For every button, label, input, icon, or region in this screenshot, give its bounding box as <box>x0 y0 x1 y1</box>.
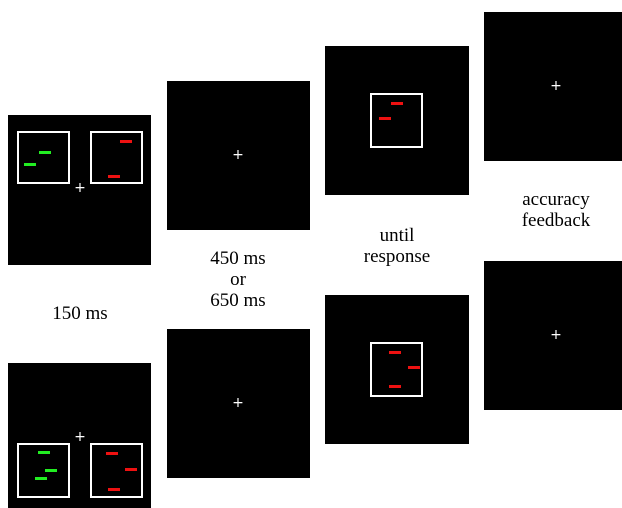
retention-panel-bottom: + <box>167 329 310 478</box>
probe-panel-top <box>325 46 469 195</box>
red-bar <box>108 175 120 178</box>
memory-array-panel-top: + <box>8 115 151 265</box>
fixation-cross: + <box>232 395 244 411</box>
probe-panel-bottom <box>325 295 469 444</box>
feedback-panel-bottom: + <box>484 261 622 410</box>
feedback-label: accuracy feedback <box>521 189 591 231</box>
memory-array-panel-bottom: + <box>8 363 151 508</box>
red-bar <box>408 366 420 369</box>
probe-item-frame <box>370 93 423 148</box>
red-bar <box>125 468 137 471</box>
stimulus-duration-label: 150 ms <box>52 303 108 324</box>
probe-item-frame <box>370 342 423 397</box>
red-bar <box>389 351 401 354</box>
green-bar <box>39 151 51 154</box>
red-bar <box>391 102 403 105</box>
fixation-cross: + <box>74 429 86 445</box>
fixation-cross: + <box>74 180 86 196</box>
delay-duration-label: 450 ms or 650 ms <box>210 248 266 311</box>
fixation-cross: + <box>550 78 562 94</box>
feedback-panel-top: + <box>484 12 622 161</box>
red-bar <box>108 488 120 491</box>
retention-panel-top: + <box>167 81 310 230</box>
green-bar <box>38 451 50 454</box>
red-bar <box>106 452 118 455</box>
green-bar <box>45 469 57 472</box>
left-item-frame <box>17 443 70 498</box>
green-bar <box>35 477 47 480</box>
red-bar <box>389 385 401 388</box>
left-item-frame <box>17 131 70 184</box>
right-item-frame <box>90 443 143 498</box>
right-item-frame <box>90 131 143 184</box>
fixation-cross: + <box>232 147 244 163</box>
red-bar <box>120 140 132 143</box>
red-bar <box>379 117 391 120</box>
probe-duration-label: until response <box>363 225 431 267</box>
green-bar <box>24 163 36 166</box>
fixation-cross: + <box>550 327 562 343</box>
